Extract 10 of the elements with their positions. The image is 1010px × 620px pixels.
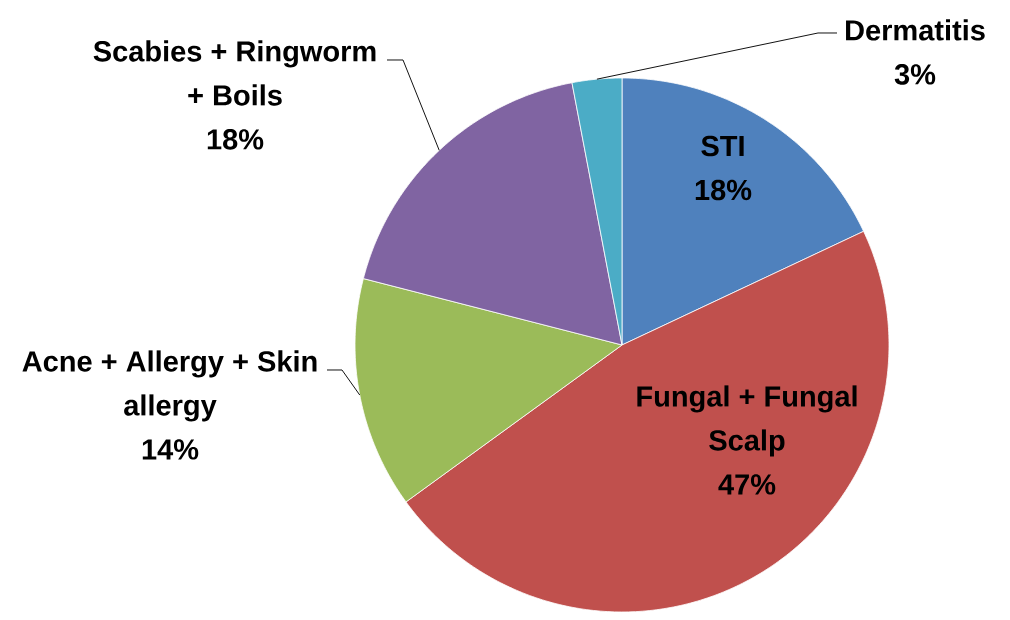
- data-label: 3%: [894, 64, 936, 85]
- slice-label: Fungal + Fungal Scalp: [637, 385, 857, 457]
- slice-label: Scabies + Ringworm + Boils: [93, 40, 376, 106]
- data-label: 18%: [207, 129, 264, 150]
- data-label: 14%: [142, 439, 199, 460]
- slice-label: STI: [701, 135, 744, 157]
- data-label: 18%: [695, 179, 752, 201]
- slice-label: Acne + Allergy + Skin allergy: [22, 350, 317, 422]
- data-label: 47%: [718, 474, 776, 495]
- slice-label: Dermatitis: [846, 19, 985, 41]
